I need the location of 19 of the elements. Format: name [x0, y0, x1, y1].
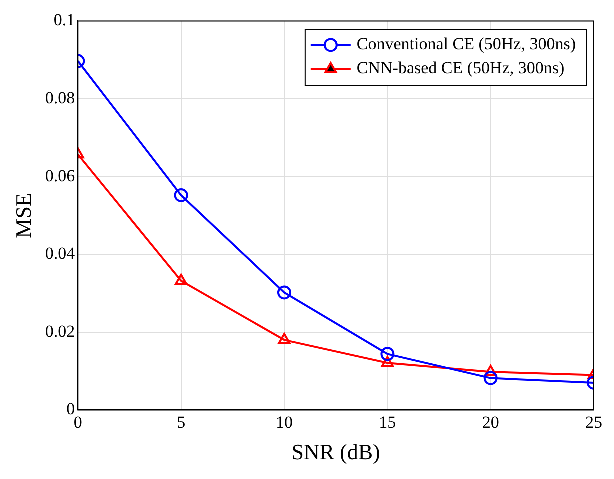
- y-tick-label: 0.1: [54, 10, 76, 30]
- x-tick-label: 5: [177, 412, 186, 432]
- point: [278, 333, 291, 344]
- x-axis-title: SNR (dB): [292, 440, 380, 465]
- x-tick-label: 20: [482, 412, 500, 432]
- legend-label: Conventional CE (50Hz, 300ns): [356, 34, 576, 54]
- x-tick-label: 25: [586, 412, 602, 432]
- point: [381, 356, 394, 368]
- x-tick-label: 10: [276, 412, 293, 432]
- y-tick-label: 0.04: [45, 244, 76, 264]
- y-tick-label: 0: [66, 400, 76, 419]
- legend-label: CNN-based CE (50Hz, 300ns): [356, 58, 565, 78]
- point: [380, 347, 395, 362]
- y-tick-label: 0.02: [45, 322, 76, 341]
- point: [277, 286, 292, 300]
- x-tick-label: 15: [379, 412, 396, 432]
- y-tick-label: 0.08: [45, 88, 76, 108]
- y-axis-title: MSE: [10, 193, 36, 238]
- y-tick-label: 0.06: [45, 166, 76, 186]
